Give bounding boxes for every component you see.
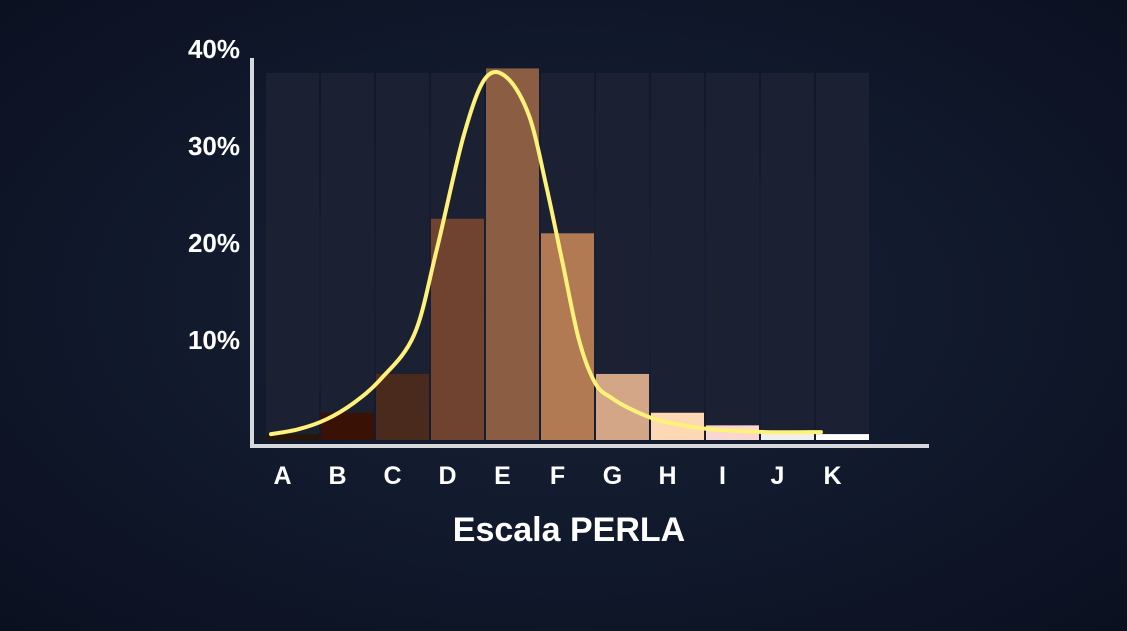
x-tick-label-g: G — [603, 462, 622, 490]
bar-d — [431, 218, 484, 440]
x-tick-label-e: E — [494, 462, 511, 490]
x-axis-title: Escala PERLA — [453, 511, 685, 549]
x-tick-label-d: D — [438, 462, 456, 490]
bar-k — [816, 434, 869, 440]
column-bg-k — [816, 73, 869, 440]
axes — [250, 58, 929, 448]
bar-e — [486, 68, 539, 441]
bars — [266, 68, 869, 441]
column-bg-j — [761, 73, 814, 440]
fit-curve-group — [269, 70, 823, 437]
y-tick-labels: 10% 20% 30% 40% — [188, 34, 240, 355]
x-tick-label-k: K — [823, 462, 841, 490]
bar-j — [761, 431, 814, 440]
y-tick-label-20: 20% — [188, 228, 240, 258]
column-bg-a — [266, 73, 319, 440]
y-tick-label-10: 10% — [188, 325, 240, 355]
column-bg-i — [706, 73, 759, 440]
x-tick-label-j: J — [771, 462, 785, 490]
fit-curve — [269, 70, 823, 437]
x-tick-label-f: F — [550, 462, 565, 490]
column-bg-b — [321, 73, 374, 440]
x-tick-label-c: C — [383, 462, 401, 490]
y-tick-label-30: 30% — [188, 131, 240, 161]
x-tick-labels: A B C D E F G H I J K — [273, 462, 841, 490]
x-tick-label-a: A — [273, 462, 291, 490]
bar-f — [541, 233, 594, 440]
x-tick-label-b: B — [328, 462, 346, 490]
column-bg-h — [651, 73, 704, 440]
y-tick-label-40: 40% — [188, 34, 240, 64]
bar-a — [266, 434, 319, 440]
x-tick-label-h: H — [658, 462, 676, 490]
bar-c — [376, 373, 429, 440]
x-tick-label-i: I — [719, 462, 726, 490]
